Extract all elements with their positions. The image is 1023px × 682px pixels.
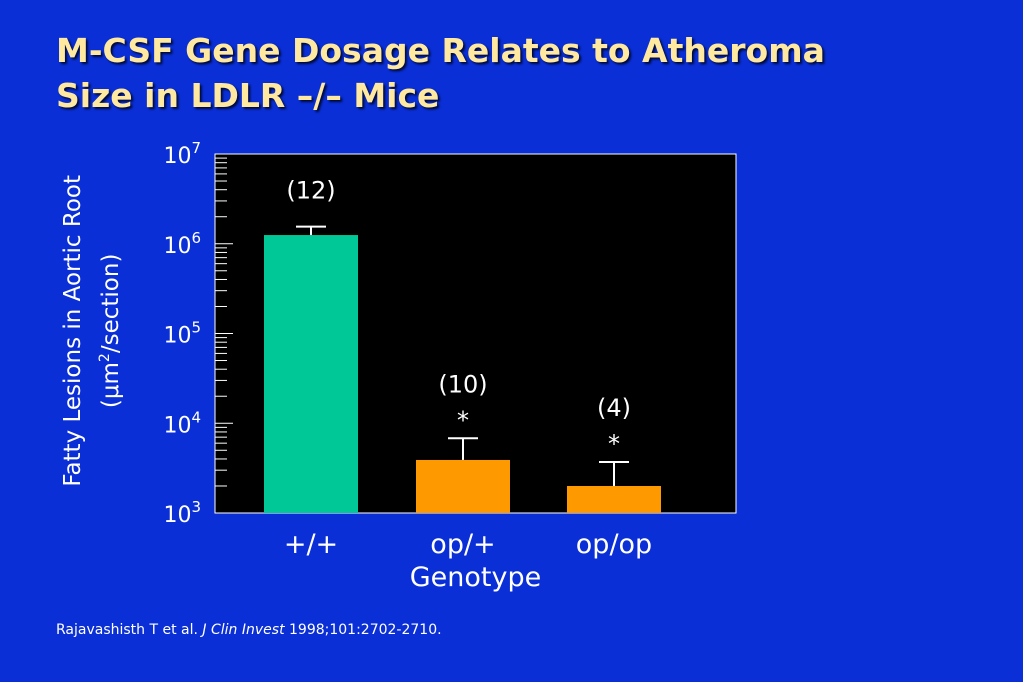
significance-marker-2: * (457, 406, 469, 434)
y-tick-label: 103 (163, 498, 201, 528)
title-line-2: Size in LDLR –/– Mice (56, 76, 440, 115)
y-tick-label: 104 (163, 408, 201, 438)
title-line-1: M-CSF Gene Dosage Relates to Atheroma (56, 31, 825, 70)
x-tick-label-2: op/+ (430, 529, 495, 560)
citation-journal: J Clin Invest (202, 622, 285, 638)
n-label-3: (4) (597, 394, 631, 422)
citation-authors: Rajavashisth T et al. (56, 622, 203, 638)
slide-title: M-CSF Gene Dosage Relates to Atheroma Si… (56, 28, 996, 118)
x-tick-label-1: +/+ (284, 529, 338, 560)
y-tick-label: 107 (163, 139, 201, 169)
bar-2 (416, 459, 510, 513)
bar-3 (567, 485, 661, 513)
bar-1 (264, 235, 358, 514)
n-label-2: (10) (438, 370, 487, 398)
significance-marker-3: * (608, 430, 620, 458)
x-axis-label: Genotype (409, 562, 542, 593)
x-tick-label-3: op/op (576, 529, 652, 560)
citation: Rajavashisth T et al. J Clin Invest 1998… (56, 622, 442, 638)
y-tick-label: 105 (163, 319, 201, 349)
n-label-1: (12) (286, 177, 335, 205)
citation-details: 1998;101:2702-2710. (284, 622, 442, 638)
y-tick-label: 106 (163, 229, 201, 259)
